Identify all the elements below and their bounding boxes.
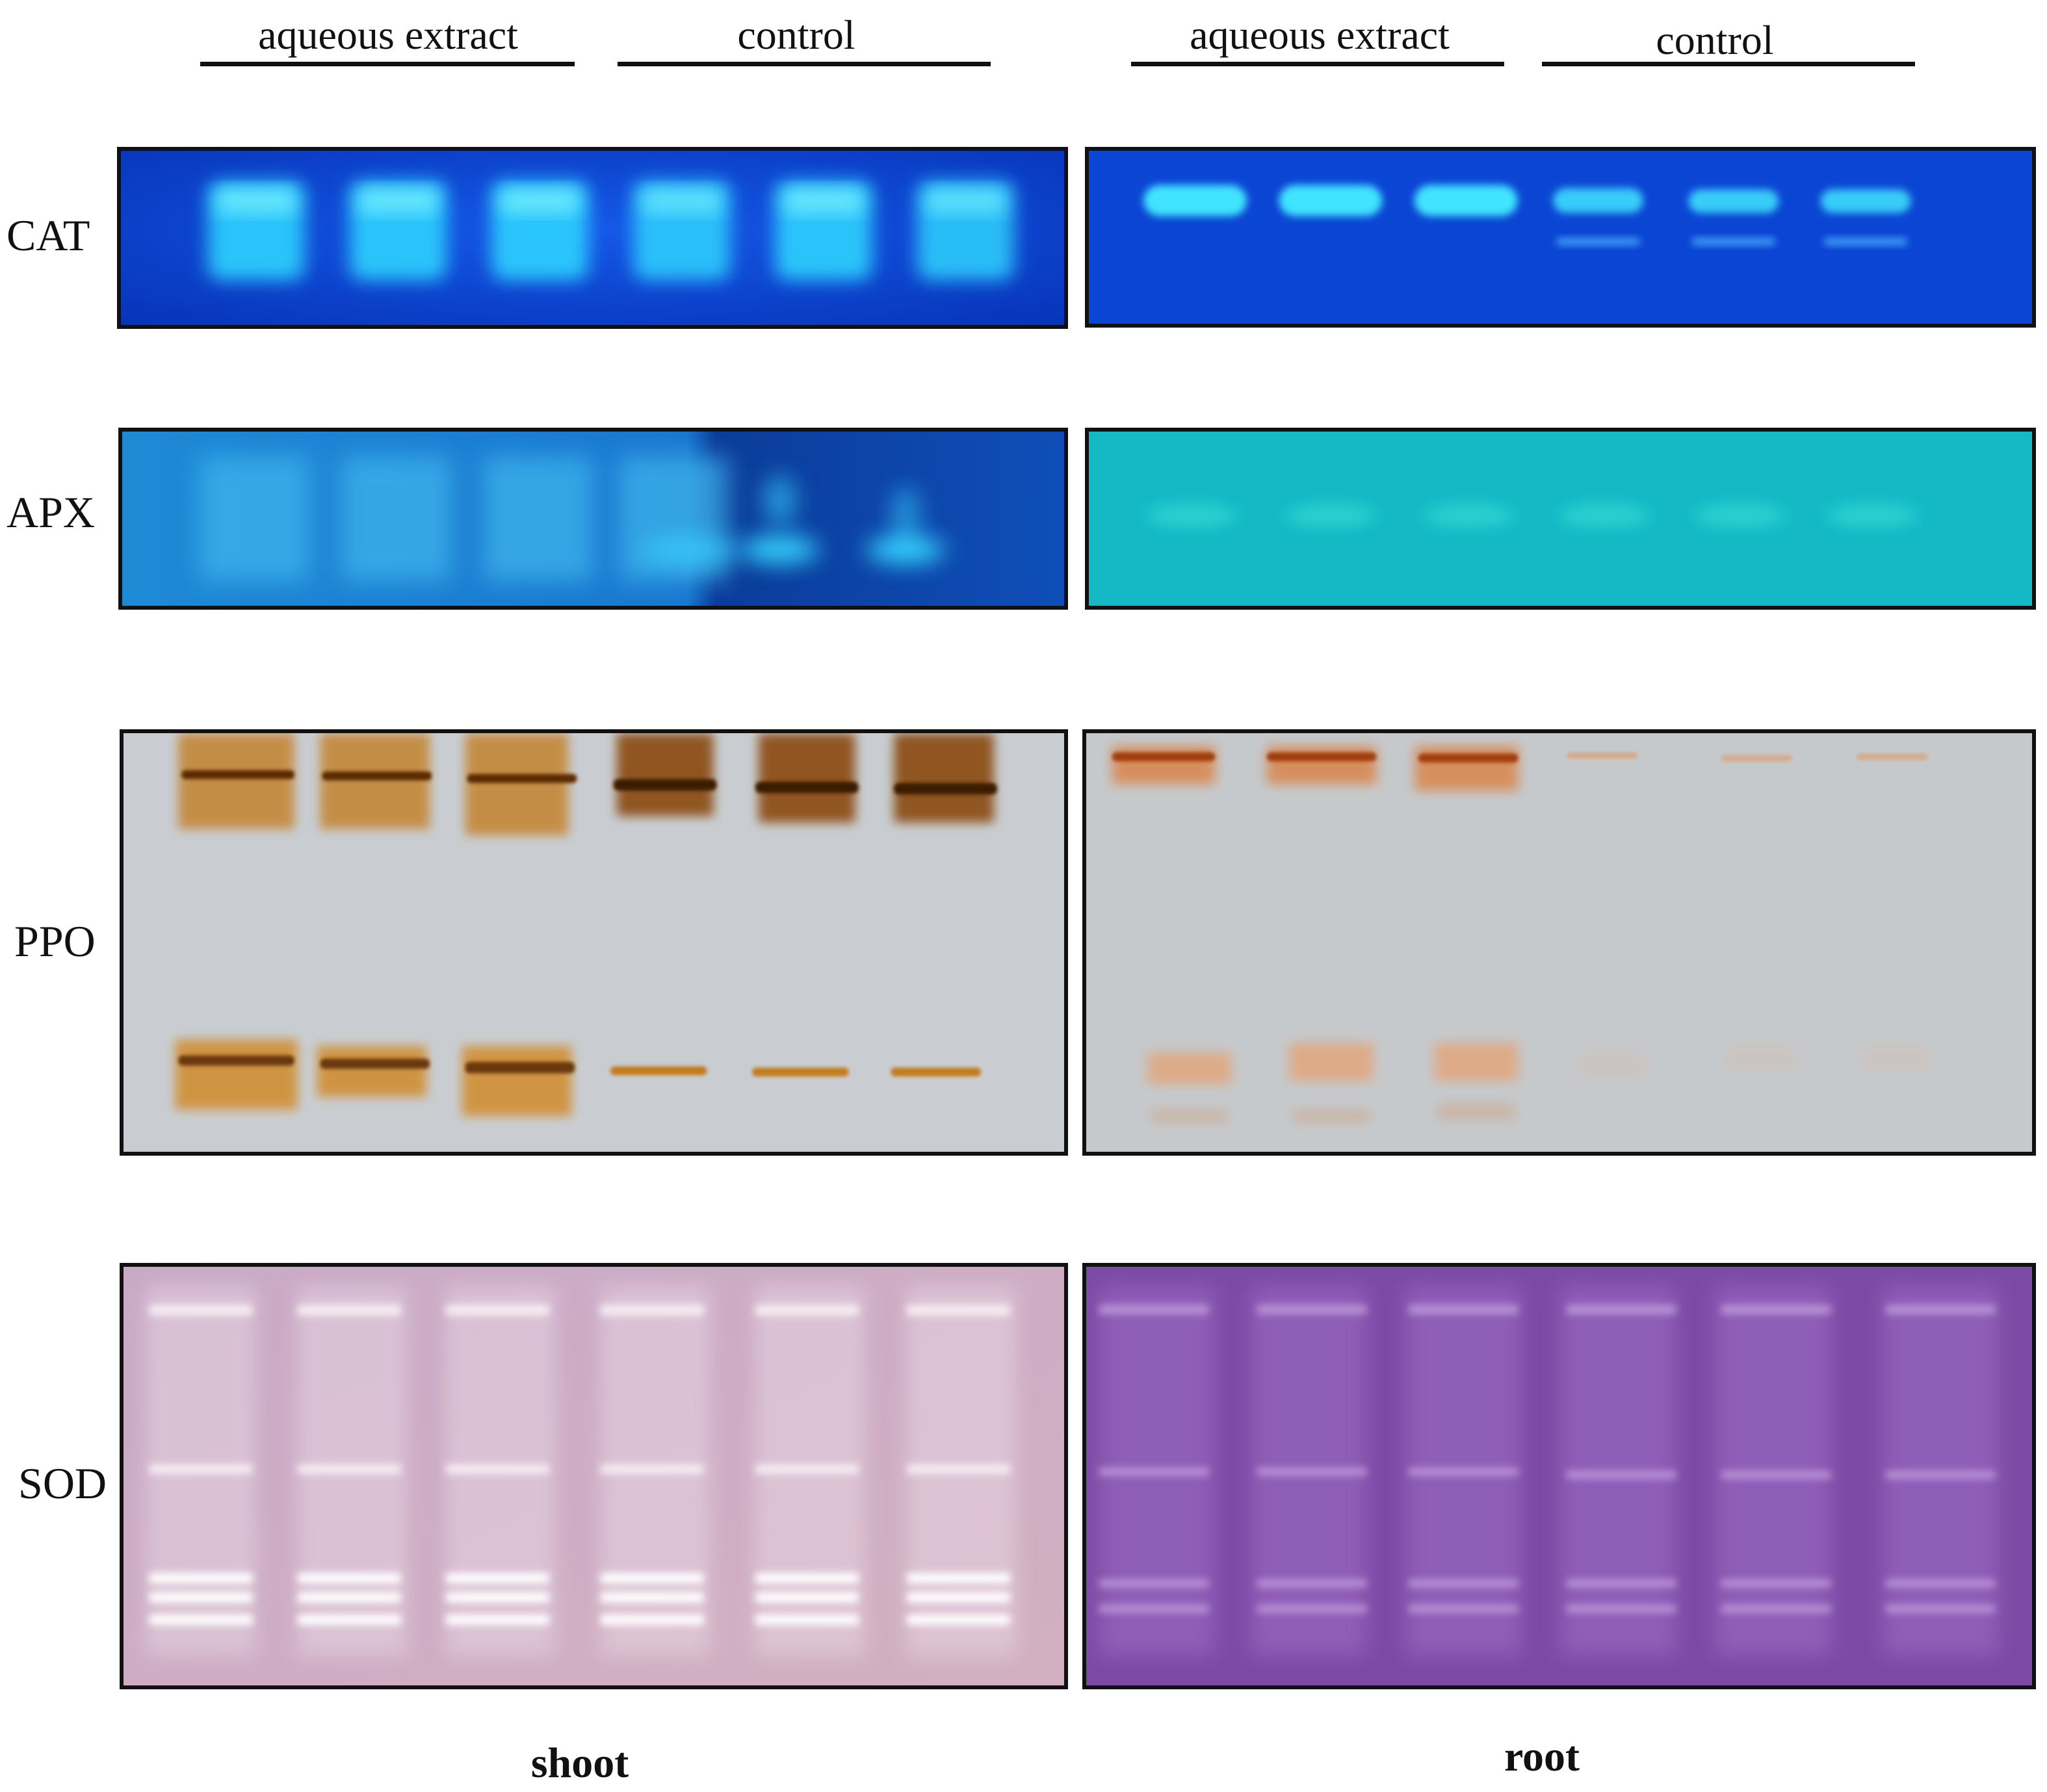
group-bar-shoot-control: [618, 62, 991, 66]
group-bar-root-control: [1542, 62, 1915, 66]
gel-ppo-shoot: [120, 729, 1068, 1156]
gel-ppo-root: [1082, 729, 2036, 1156]
row-label-cat: CAT: [7, 211, 90, 260]
group-bar-shoot-aqueous: [200, 62, 575, 66]
group-label-root-aqueous: aqueous extract: [1190, 12, 1450, 58]
gel-cat-shoot: [117, 147, 1068, 329]
group-label-shoot-aqueous: aqueous extract: [258, 12, 518, 58]
gel-apx-root: [1085, 428, 2036, 610]
gel-cat-root: [1085, 147, 2036, 328]
row-label-ppo: PPO: [14, 916, 96, 966]
gel-sod-shoot: [120, 1263, 1068, 1689]
row-label-sod: SOD: [18, 1459, 107, 1508]
row-label-apx: APX: [7, 487, 96, 537]
gel-sod-root: [1082, 1263, 2036, 1689]
group-label-shoot-control: control: [737, 12, 855, 58]
gel-apx-shoot: [118, 428, 1068, 610]
panel-label-root: root: [1504, 1733, 1580, 1780]
panel-label-shoot: shoot: [530, 1739, 629, 1787]
group-label-root-control: control: [1656, 17, 1774, 63]
group-bar-root-aqueous: [1131, 62, 1504, 66]
